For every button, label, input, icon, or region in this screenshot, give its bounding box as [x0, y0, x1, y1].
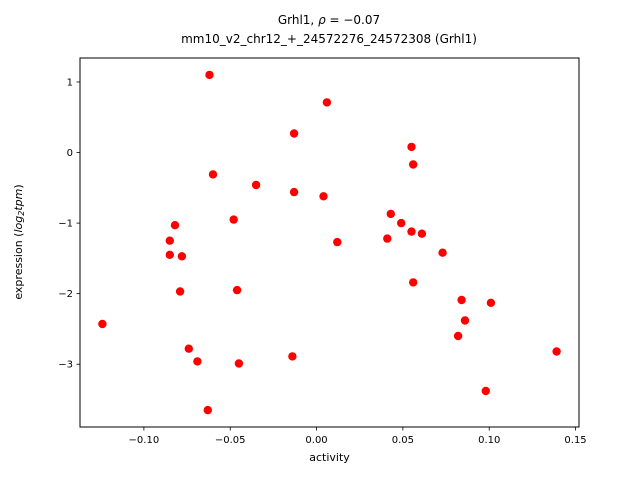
data-point	[460, 316, 470, 325]
y-axis-label-log: log	[12, 216, 25, 233]
data-point	[203, 405, 212, 415]
x-tick-label: −0.10	[129, 435, 160, 446]
data-point	[193, 357, 202, 366]
y-axis-label-prefix: expression (	[12, 233, 25, 300]
x-tick-label: 0.00	[305, 435, 327, 446]
axes-border	[79, 57, 580, 428]
data-point	[175, 287, 185, 296]
y-axis-label: expression (log2tpm)	[12, 184, 26, 299]
data-point	[322, 98, 332, 107]
data-point	[289, 129, 299, 138]
rho-symbol: ρ	[318, 13, 326, 27]
data-point	[481, 386, 490, 396]
data-point	[552, 347, 561, 356]
chart-title-prefix: Grhl1,	[278, 13, 318, 27]
data-point	[407, 227, 416, 236]
x-tick-label: 0.05	[392, 435, 414, 446]
x-axis-label: activity	[309, 451, 350, 464]
data-point	[232, 285, 242, 295]
y-tick-label: −1	[58, 219, 73, 230]
x-tick-label: −0.05	[215, 435, 246, 446]
chart-title-suffix: = −0.07	[326, 13, 380, 27]
chart-subtitle: mm10_v2_chr12_+_24572276_24572308 (Grhl1…	[181, 32, 477, 46]
y-tick-label: −3	[58, 360, 73, 371]
data-point	[486, 298, 496, 307]
data-point	[457, 295, 466, 305]
data-point	[234, 359, 244, 368]
chart-title: Grhl1, ρ = −0.07	[278, 13, 380, 27]
data-point	[407, 142, 416, 152]
y-axis-label-subscript: 2	[17, 211, 26, 216]
data-point	[208, 170, 218, 179]
data-point	[288, 352, 297, 361]
data-point	[438, 248, 447, 257]
y-tick-label: 0	[67, 148, 73, 159]
scatter-points	[98, 70, 561, 415]
y-tick-label: −2	[58, 289, 73, 300]
y-tick-label: 1	[67, 77, 73, 88]
data-point	[165, 236, 174, 245]
data-point	[319, 192, 328, 201]
data-point	[333, 237, 342, 247]
data-point	[205, 70, 214, 80]
data-point	[229, 215, 238, 224]
data-point	[184, 344, 193, 353]
data-point	[397, 218, 406, 228]
x-tick-label: 0.15	[564, 435, 586, 446]
data-point	[417, 229, 427, 238]
axis-ticks: −0.10 −0.05 0.00 0.05 0.10 0.15 1 0 −1 −2 −3	[58, 77, 586, 446]
data-point	[386, 209, 395, 219]
data-point	[165, 250, 174, 259]
y-axis-label-word: tpm	[12, 189, 25, 211]
data-point	[289, 187, 299, 197]
x-tick-label: 0.10	[478, 435, 500, 446]
data-point	[251, 180, 261, 190]
data-point	[383, 234, 392, 243]
y-axis-label-suffix: )	[12, 184, 25, 188]
data-point	[453, 331, 463, 341]
data-point	[170, 221, 180, 230]
data-point	[409, 278, 418, 287]
data-point	[409, 160, 418, 169]
data-point	[98, 319, 107, 329]
data-point	[177, 252, 187, 261]
